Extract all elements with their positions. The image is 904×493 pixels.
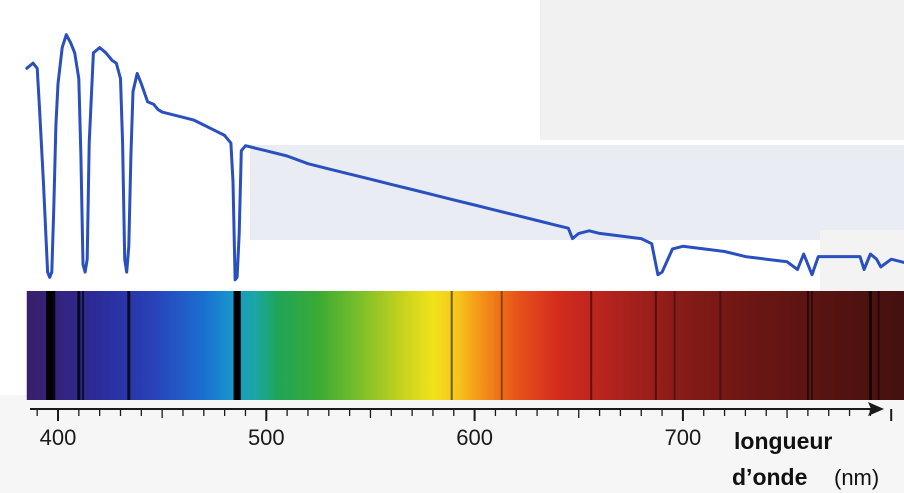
x-axis-title-bold-line2: d’onde [732,464,807,490]
absorption-line [450,291,453,400]
intensity-curve-layer [25,33,904,282]
absorption-line [82,291,84,400]
absorption-line [868,291,872,400]
spectrum-band [26,291,904,400]
absorption-line [237,291,241,400]
absorption-line [811,291,813,400]
absorption-line [654,291,657,400]
absorption-line [233,291,241,400]
absorption-line [877,291,880,400]
absorption-line [673,291,676,400]
x-tick-label: 500 [248,425,285,450]
absorption-line [46,291,54,400]
visible-spectrum-band [26,291,904,400]
absorption-line [52,291,56,400]
x-axis-title-bold: longueur [734,428,832,454]
x-axis: 400 500 600 700 [30,402,893,450]
x-axis-unit: (nm) [834,465,879,490]
absorption-line [590,291,593,400]
x-tick-label: 400 [40,425,77,450]
x-axis-labels: longueur d’onde (nm) [732,428,879,490]
x-tick-label: 600 [456,425,493,450]
x-tick-label: 700 [665,425,702,450]
intensity-curve [25,33,904,282]
absorption-line [500,291,503,400]
absorption-line [77,291,81,400]
absorption-line [806,291,809,400]
x-axis-arrowhead [868,402,884,416]
absorption-line [127,291,131,400]
absorption-line [719,291,722,400]
